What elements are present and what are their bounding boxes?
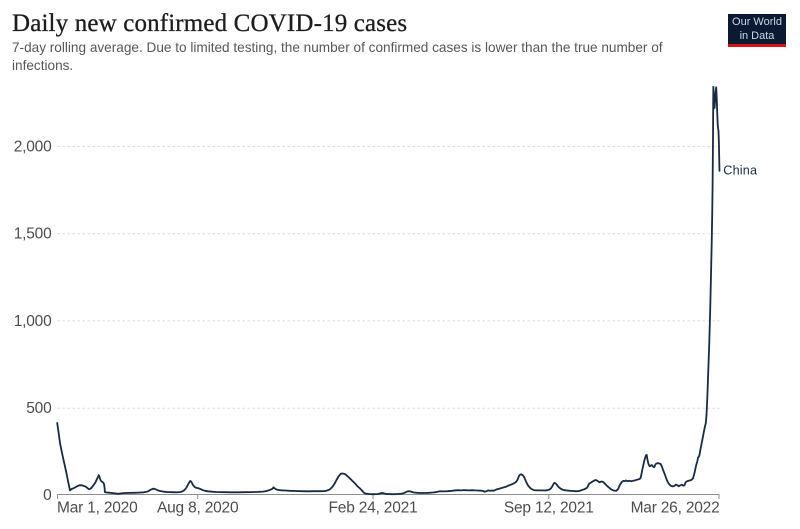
- svg-text:2,000: 2,000: [14, 139, 52, 156]
- svg-text:0: 0: [43, 487, 52, 504]
- svg-text:1,500: 1,500: [14, 226, 52, 243]
- svg-text:Mar 26, 2022: Mar 26, 2022: [631, 500, 720, 517]
- svg-text:China: China: [723, 163, 757, 177]
- svg-text:Mar 1, 2020: Mar 1, 2020: [57, 500, 138, 517]
- svg-text:Sep 12, 2021: Sep 12, 2021: [504, 500, 594, 517]
- svg-text:Feb 24, 2021: Feb 24, 2021: [329, 500, 418, 517]
- svg-text:500: 500: [26, 400, 52, 417]
- svg-text:Aug 8, 2020: Aug 8, 2020: [157, 500, 239, 517]
- svg-text:1,000: 1,000: [14, 313, 52, 330]
